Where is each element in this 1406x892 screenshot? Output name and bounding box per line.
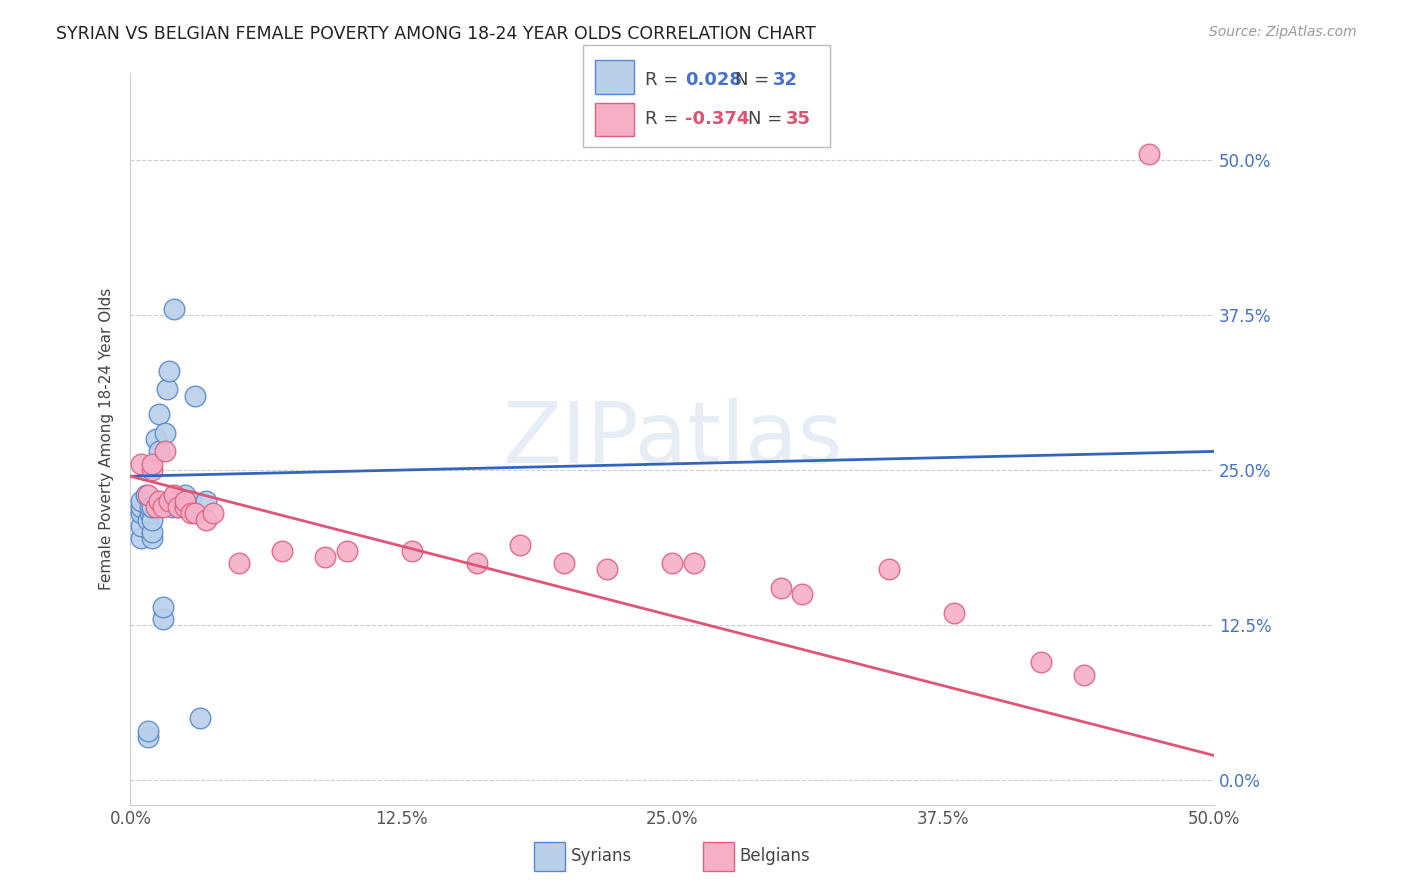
Point [1137,146,1160,161]
Point [195,513,218,527]
Text: 35: 35 [786,110,811,128]
Point [129,457,152,471]
Text: SYRIAN VS BELGIAN FEMALE POVERTY AMONG 18-24 YEAR OLDS CORRELATION CHART: SYRIAN VS BELGIAN FEMALE POVERTY AMONG 1… [56,25,815,43]
Point [792,587,814,601]
Point [509,537,531,551]
Point [139,507,162,521]
Point [942,606,965,620]
Point [769,581,792,595]
Text: ZIPatlas: ZIPatlas [502,398,842,481]
Point [163,301,186,316]
Point [148,407,170,421]
Point [136,730,159,744]
Point [134,488,156,502]
Point [167,500,190,515]
Point [173,494,195,508]
Point [163,494,186,508]
Point [877,562,900,576]
Point [682,556,704,570]
Point [173,488,195,502]
Point [148,494,170,508]
Point [1029,656,1052,670]
Text: 0.028: 0.028 [685,71,742,89]
Point [201,507,224,521]
Text: Belgians: Belgians [740,847,810,865]
Point [596,562,619,576]
Point [553,556,575,570]
Point [157,364,180,378]
Point [152,612,174,626]
Text: R =: R = [645,110,685,128]
Point [180,507,202,521]
Text: N =: N = [748,110,787,128]
Point [141,531,163,545]
Point [136,513,159,527]
Y-axis label: Female Poverty Among 18-24 Year Olds: Female Poverty Among 18-24 Year Olds [100,288,114,591]
Point [336,543,359,558]
Point [163,488,186,502]
Point [157,494,180,508]
Point [129,500,152,515]
Point [129,531,152,545]
Text: Syrians: Syrians [571,847,633,865]
Point [148,444,170,458]
Text: R =: R = [645,71,685,89]
Point [661,556,683,570]
Point [153,425,176,440]
Point [141,525,163,540]
Point [129,519,152,533]
Point [136,723,159,738]
Point [141,500,163,515]
Point [152,500,174,515]
Point [153,444,176,458]
Text: -0.374: -0.374 [685,110,749,128]
Point [136,488,159,502]
Point [139,500,162,515]
Point [195,494,218,508]
Point [1073,667,1095,681]
Point [141,463,163,477]
Point [188,711,211,725]
Point [141,513,163,527]
Point [167,500,190,515]
Point [401,543,423,558]
Point [271,543,294,558]
Point [184,507,207,521]
Point [465,556,488,570]
Point [180,494,202,508]
Text: 32: 32 [773,71,799,89]
Point [129,494,152,508]
Point [156,383,179,397]
Text: Source: ZipAtlas.com: Source: ZipAtlas.com [1209,25,1357,39]
Point [145,432,167,446]
Point [314,549,336,564]
Text: N =: N = [735,71,775,89]
Point [228,556,250,570]
Point [184,388,207,402]
Point [152,599,174,614]
Point [141,457,163,471]
Point [173,500,195,515]
Point [160,500,183,515]
Point [129,507,152,521]
Point [145,500,167,515]
